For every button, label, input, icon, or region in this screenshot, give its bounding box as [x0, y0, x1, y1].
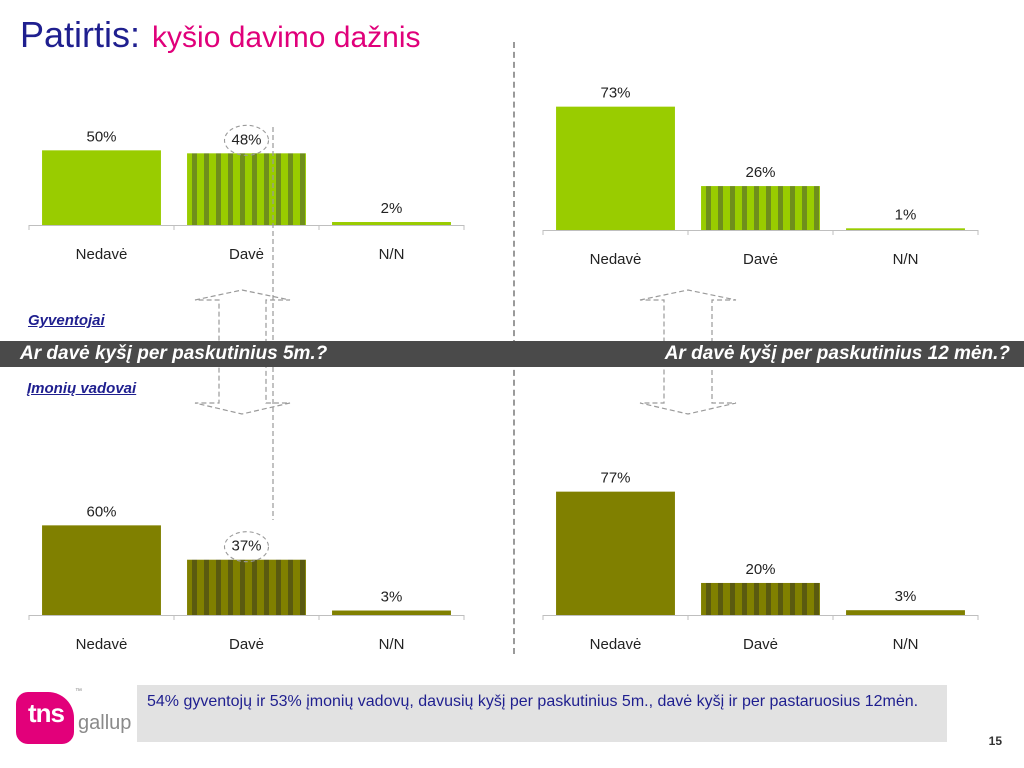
bar-residents-12m-0 [556, 106, 675, 230]
title-subtitle: kyšio davimo dažnis [152, 21, 421, 54]
value-label-residents-5y-1: 48% [231, 131, 261, 148]
bar-managers-12m-0 [556, 491, 675, 615]
category-label-managers-5y-0: Nedavė [76, 636, 128, 653]
question-12-months: Ar davė kyšį per paskutinius 12 mėn.? [664, 343, 1010, 364]
logo-badge [16, 692, 74, 744]
tns-gallup-logo: tns ™ gallup [16, 688, 134, 746]
category-label-managers-12m-2: N/N [893, 636, 919, 653]
value-label-managers-12m-0: 77% [600, 470, 630, 487]
category-label-residents-5y-0: Nedavė [76, 246, 128, 263]
question-band: Ar davė kyšį per paskutinius 5m.? Ar dav… [0, 341, 1024, 367]
value-label-managers-5y-1: 37% [231, 538, 261, 555]
value-label-residents-12m-1: 26% [745, 164, 775, 181]
title-main: Patirtis: [20, 14, 141, 55]
bar-residents-5y-1 [187, 153, 306, 225]
category-label-residents-12m-2: N/N [893, 251, 919, 268]
category-label-managers-5y-2: N/N [379, 636, 405, 653]
highlight-circle [223, 531, 270, 563]
category-label-residents-5y-2: N/N [379, 246, 405, 263]
category-label-managers-12m-1: Davė [743, 636, 778, 653]
category-label-managers-12m-0: Nedavė [590, 636, 642, 653]
highlight-circle [223, 124, 270, 156]
value-label-residents-5y-0: 50% [86, 128, 116, 145]
right-double-arrow [639, 289, 737, 415]
question-5-years: Ar davė kyšį per paskutinius 5m.? [20, 343, 328, 364]
logo-tns-text: tns [28, 698, 65, 728]
category-label-residents-12m-0: Nedavė [590, 251, 642, 268]
chart-residents-5y: 50% Nedavė 48% Davė 2% N/N [28, 124, 465, 263]
bar-residents-12m-2 [846, 228, 965, 230]
page-number: 15 [988, 734, 1002, 748]
logo-gallup-text: gallup [78, 712, 132, 734]
bar-managers-12m-1 [701, 582, 820, 615]
bar-residents-12m-1 [701, 186, 820, 230]
slide-title: Patirtis: kyšio davimo dažnis [20, 14, 420, 56]
chart-managers-12m: 77% Nedavė 20% Davė 3% N/N [542, 470, 979, 653]
group-label-managers: Įmonių vadovai [27, 380, 137, 397]
chart-managers-5y: 60% Nedavė 37% Davė 3% N/N [28, 503, 465, 653]
footer-note: 54% gyventojų ir 53% įmonių vadovų, davu… [137, 685, 947, 742]
value-label-managers-5y-2: 3% [381, 589, 403, 606]
left-double-arrow [194, 289, 291, 415]
value-label-managers-12m-2: 3% [895, 588, 917, 605]
footer-note-text: 54% gyventojų ir 53% įmonių vadovų, davu… [147, 693, 919, 710]
bar-managers-5y-2 [332, 610, 451, 615]
value-label-residents-5y-2: 2% [381, 200, 403, 217]
bar-residents-5y-0 [42, 150, 161, 225]
category-label-managers-5y-1: Davė [229, 636, 264, 653]
bar-residents-5y-2 [332, 222, 451, 225]
bar-managers-5y-0 [42, 525, 161, 615]
value-label-residents-12m-0: 73% [600, 85, 630, 102]
group-label-residents: Gyventojai [28, 312, 105, 329]
chart-residents-12m: 73% Nedavė 26% Davė 1% N/N [542, 85, 979, 268]
value-label-managers-5y-0: 60% [86, 503, 116, 520]
bar-managers-12m-2 [846, 610, 965, 615]
category-label-residents-5y-1: Davė [229, 246, 264, 263]
bar-managers-5y-1 [187, 559, 306, 615]
logo-trademark: ™ [75, 688, 82, 695]
value-label-managers-12m-1: 20% [745, 561, 775, 578]
value-label-residents-12m-2: 1% [895, 206, 917, 223]
category-label-residents-12m-1: Davė [743, 251, 778, 268]
